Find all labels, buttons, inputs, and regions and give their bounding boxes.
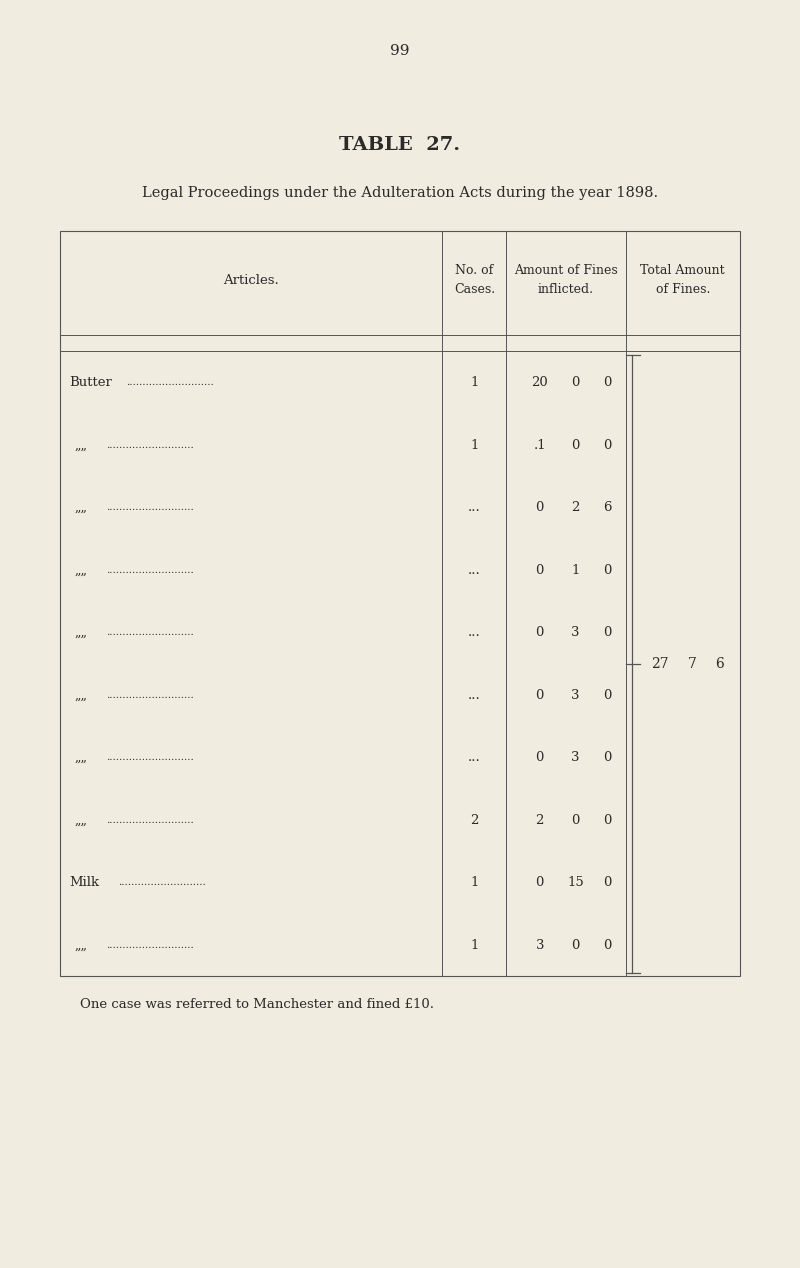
Text: 0: 0 <box>571 814 580 827</box>
Text: 27: 27 <box>651 657 669 671</box>
Text: 3: 3 <box>535 938 544 951</box>
Text: 0: 0 <box>603 876 612 889</box>
Text: Amount of Fines
inflicted.: Amount of Fines inflicted. <box>514 264 618 297</box>
Text: 6: 6 <box>715 657 724 671</box>
Text: 0: 0 <box>603 689 612 701</box>
Text: 0: 0 <box>603 439 612 451</box>
Text: 1: 1 <box>470 439 478 451</box>
Text: ...........................: ........................... <box>106 440 194 449</box>
Text: ...........................: ........................... <box>106 691 194 700</box>
Text: ...........................: ........................... <box>106 753 194 762</box>
Text: „„: „„ <box>74 814 87 827</box>
Text: 0: 0 <box>571 938 580 951</box>
Text: 1: 1 <box>470 938 478 951</box>
Text: ...: ... <box>468 626 481 639</box>
Text: ...........................: ........................... <box>106 941 194 950</box>
Text: 0: 0 <box>603 626 612 639</box>
Text: 2: 2 <box>571 501 580 514</box>
Text: „„: „„ <box>74 563 87 577</box>
Text: 3: 3 <box>571 626 580 639</box>
Text: 0: 0 <box>535 563 544 577</box>
Text: 15: 15 <box>567 876 584 889</box>
Text: „„: „„ <box>74 751 87 765</box>
Text: 3: 3 <box>571 689 580 701</box>
Text: „„: „„ <box>74 626 87 639</box>
Text: ...........................: ........................... <box>118 879 206 888</box>
Text: 0: 0 <box>603 814 612 827</box>
Text: 0: 0 <box>535 751 544 765</box>
Text: 99: 99 <box>390 44 410 58</box>
Text: 6: 6 <box>603 501 612 514</box>
Text: ...........................: ........................... <box>106 503 194 512</box>
Text: ...: ... <box>468 501 481 514</box>
Text: 0: 0 <box>603 751 612 765</box>
Text: 0: 0 <box>603 377 612 389</box>
Text: 0: 0 <box>535 689 544 701</box>
Text: ...: ... <box>468 689 481 701</box>
Text: Total Amount
of Fines.: Total Amount of Fines. <box>641 264 725 297</box>
Text: „„: „„ <box>74 689 87 701</box>
Text: 2: 2 <box>470 814 478 827</box>
Text: 0: 0 <box>535 501 544 514</box>
Text: Legal Proceedings under the Adulteration Acts during the year 1898.: Legal Proceedings under the Adulteration… <box>142 186 658 200</box>
Text: ...: ... <box>468 563 481 577</box>
Text: ...: ... <box>468 751 481 765</box>
Text: 1: 1 <box>470 876 478 889</box>
Text: ...........................: ........................... <box>106 815 194 824</box>
Text: 0: 0 <box>603 938 612 951</box>
Text: „„: „„ <box>74 501 87 514</box>
Text: 3: 3 <box>571 751 580 765</box>
Text: 1: 1 <box>470 377 478 389</box>
Text: 2: 2 <box>535 814 544 827</box>
Text: 0: 0 <box>535 626 544 639</box>
Text: 0: 0 <box>571 439 580 451</box>
Text: 1: 1 <box>571 563 580 577</box>
Text: 20: 20 <box>531 377 548 389</box>
Text: No. of
Cases.: No. of Cases. <box>454 264 495 297</box>
Text: One case was referred to Manchester and fined £10.: One case was referred to Manchester and … <box>80 998 434 1011</box>
Text: ...........................: ........................... <box>126 378 214 387</box>
Text: Milk: Milk <box>70 876 100 889</box>
Text: ...........................: ........................... <box>106 566 194 574</box>
Text: ...........................: ........................... <box>106 628 194 637</box>
Text: TABLE  27.: TABLE 27. <box>339 136 461 153</box>
Text: 0: 0 <box>603 563 612 577</box>
Text: 7: 7 <box>687 657 696 671</box>
Text: Articles.: Articles. <box>223 274 279 287</box>
Text: Butter: Butter <box>70 377 113 389</box>
Text: 0: 0 <box>571 377 580 389</box>
Text: „„: „„ <box>74 439 87 451</box>
Text: .1: .1 <box>534 439 546 451</box>
Text: 0: 0 <box>535 876 544 889</box>
Text: „„: „„ <box>74 938 87 951</box>
